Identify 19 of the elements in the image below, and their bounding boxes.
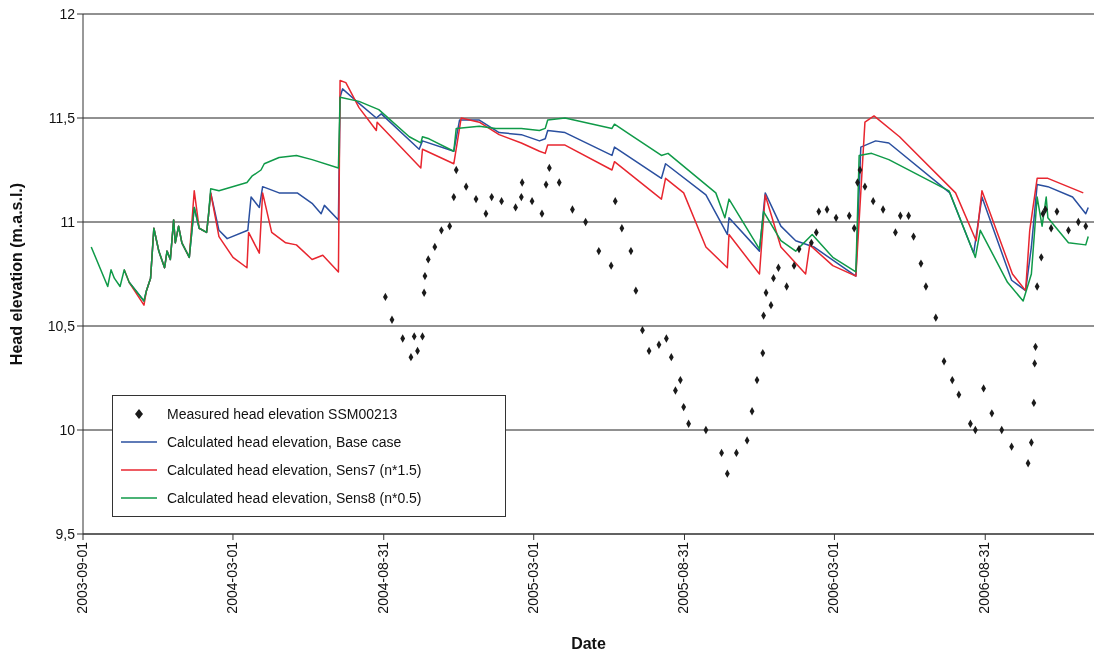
y-tick-label: 11 <box>60 213 76 230</box>
x-tick-label: 2006-08-31 <box>976 541 993 614</box>
x-tick-label: 2006-03-01 <box>825 541 842 614</box>
y-tick-label: 10,5 <box>47 317 76 334</box>
x-tick-label: 2004-03-01 <box>223 541 240 614</box>
legend-label: Calculated head elevation, Base case <box>167 434 402 450</box>
legend-label: Calculated head elevation, Sens8 (n*0.5) <box>167 490 422 506</box>
x-tick-label: 2005-08-31 <box>675 541 692 614</box>
y-tick-label: 12 <box>59 5 76 22</box>
x-tick-label: 2003-09-01 <box>73 541 90 614</box>
y-tick-label: 9,5 <box>55 525 76 542</box>
x-tick-label: 2005-03-01 <box>524 541 541 614</box>
legend-label: Measured head elevation SSM00213 <box>167 406 398 422</box>
legend-label: Calculated head elevation, Sens7 (n*1.5) <box>167 462 422 478</box>
x-axis-title: Date <box>571 635 606 652</box>
y-tick-label: 11,5 <box>48 109 76 126</box>
y-tick-label: 10 <box>59 421 76 438</box>
x-tick-label: 2004-08-31 <box>374 541 391 614</box>
y-axis-title: Head elevation (m.a.s.l.) <box>7 182 25 366</box>
